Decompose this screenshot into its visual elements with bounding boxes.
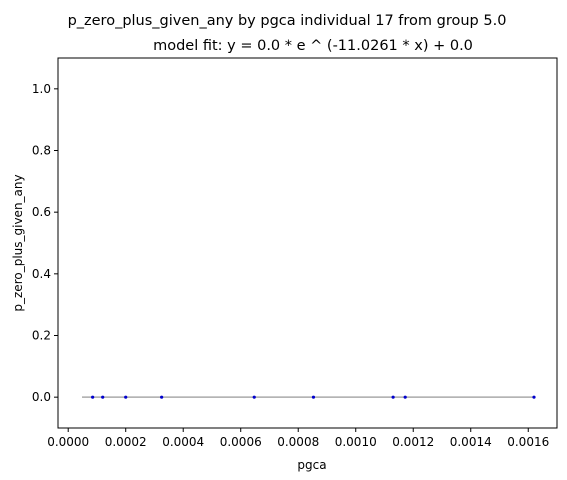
x-tick-label: 0.0014 [450,435,492,449]
y-tick-label: 0.0 [32,390,51,404]
x-tick-label: 0.0002 [105,435,147,449]
data-point [252,395,256,399]
data-point [160,395,164,399]
data-point [532,395,536,399]
data-point [391,395,395,399]
x-tick-label: 0.0008 [277,435,319,449]
plot-frame [57,57,558,429]
x-tick-label: 0.0010 [335,435,377,449]
x-tick-label: 0.0000 [47,435,89,449]
x-tick-label: 0.0004 [162,435,204,449]
x-tick-label: 0.0012 [392,435,434,449]
data-point [91,395,95,399]
data-point [101,395,105,399]
x-tick-label: 0.0016 [507,435,549,449]
x-tick-label: 0.0006 [220,435,262,449]
y-tick-label: 1.0 [32,82,51,96]
y-tick-label: 0.8 [32,144,51,158]
data-point [124,395,128,399]
data-point [311,395,316,399]
y-tick-label: 0.2 [32,329,51,343]
y-tick-label: 0.4 [32,267,51,281]
plot-area: 0.0000 0.0002 0.0004 0.0006 0.0008 0.0010 0.00… [32,57,558,449]
y-axis-label: p_zero_plus_given_any [11,174,25,311]
data-point [403,395,407,399]
chart-subtitle: model fit: y = 0.0 * e ^ (-11.0261 * x) … [153,38,473,54]
x-axis-label: pgca [297,458,326,472]
y-tick-label: 0.6 [32,205,51,219]
chart-title: p_zero_plus_given_any by pgca individual… [68,13,507,29]
